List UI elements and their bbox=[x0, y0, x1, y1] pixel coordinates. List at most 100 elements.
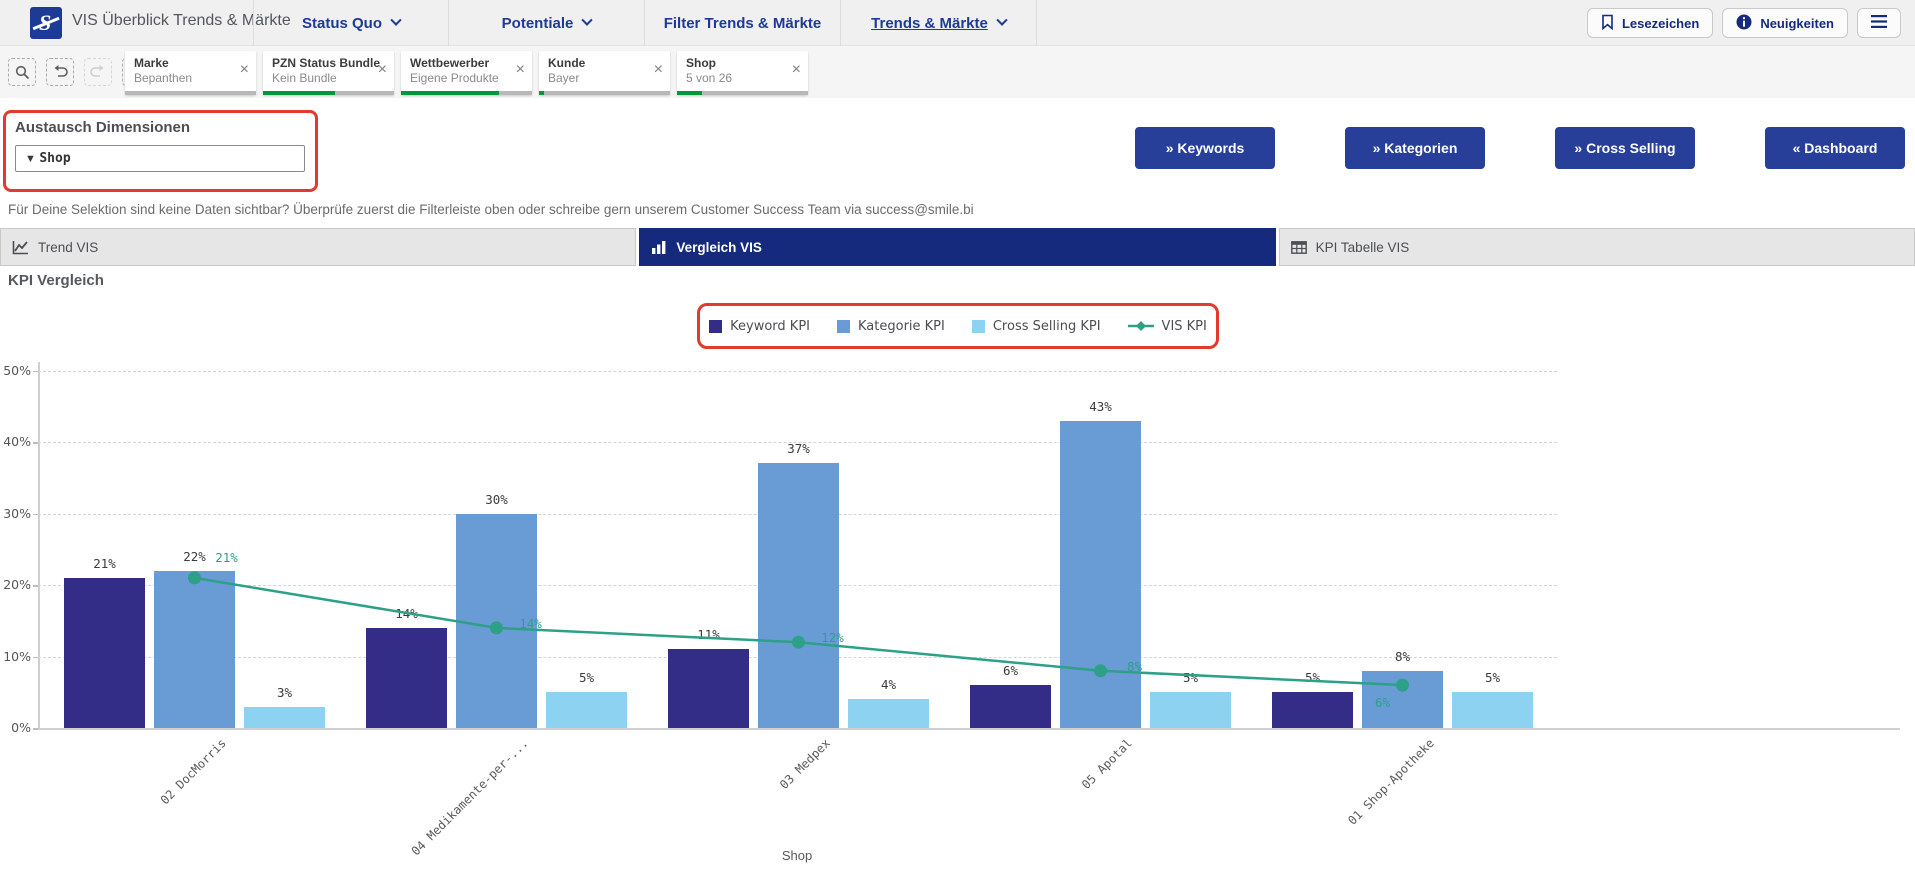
filter-value: 5 von 26 bbox=[686, 71, 733, 85]
x-axis-title: Shop bbox=[781, 848, 813, 863]
tab-kpi-tabelle-vis[interactable]: KPI Tabelle VIS bbox=[1278, 228, 1915, 266]
filter-chip-shop[interactable]: Shop 5 von 26 × bbox=[677, 51, 808, 95]
vis-kpi-value-label: 8% bbox=[1126, 658, 1143, 674]
view-tabs: Trend VIS Vergleich VIS KPI Tabelle VIS bbox=[0, 228, 1915, 266]
selection-bar: Marke Bepanthen × PZN Status Bundle Kein… bbox=[0, 46, 1915, 98]
vis-kpi-value-label: 12% bbox=[821, 630, 844, 646]
cross-selling-button[interactable]: » Cross Selling bbox=[1555, 127, 1695, 169]
y-tick-label: 30% bbox=[3, 505, 31, 521]
x-category-label-4[interactable]: 01 Shop-Apotheke bbox=[1344, 736, 1437, 828]
dashboard-button[interactable]: « Dashboard bbox=[1765, 127, 1905, 169]
close-icon[interactable]: × bbox=[239, 61, 249, 78]
close-icon[interactable]: × bbox=[515, 61, 525, 78]
close-icon[interactable]: × bbox=[791, 61, 801, 78]
line-chart-icon bbox=[12, 240, 29, 255]
gridline-50 bbox=[38, 370, 1557, 372]
value-label: 14% bbox=[395, 605, 418, 621]
filter-value: Bayer bbox=[548, 71, 580, 85]
kategorien-button[interactable]: » Kategorien bbox=[1345, 127, 1485, 169]
legend-item-keyword-kpi[interactable]: Keyword KPI bbox=[709, 319, 810, 334]
undo-tool[interactable] bbox=[46, 58, 74, 86]
selection-state-bar bbox=[539, 91, 670, 95]
close-icon[interactable]: × bbox=[653, 61, 663, 78]
bar-kategorie-kpi-2[interactable] bbox=[758, 463, 839, 728]
filter-chip-pzn-status-bundle[interactable]: PZN Status Bundle Kein Bundle × bbox=[263, 51, 394, 95]
table-icon bbox=[1290, 240, 1307, 254]
nav-item-status-quo[interactable]: Status Quo bbox=[253, 0, 449, 46]
bar-cross-selling-kpi-0[interactable] bbox=[244, 706, 325, 728]
kpi-comparison-chart: Keyword KPI Kategorie KPI Cross Selling … bbox=[0, 296, 1915, 876]
annotation-box-dimension-switcher: Austausch Dimensionen Shop ▼ bbox=[3, 110, 318, 192]
close-icon[interactable]: × bbox=[377, 61, 387, 78]
filter-value: Eigene Produkte bbox=[410, 71, 499, 85]
value-label: 11% bbox=[697, 627, 720, 643]
value-label: 4% bbox=[880, 677, 897, 693]
bar-kategorie-kpi-3[interactable] bbox=[1060, 420, 1141, 728]
y-tick-mark bbox=[33, 442, 38, 444]
color-swatch bbox=[837, 319, 850, 333]
menu-icon bbox=[1871, 15, 1887, 31]
tab-vergleich-vis[interactable]: Vergleich VIS bbox=[639, 228, 1276, 266]
value-label: 6% bbox=[1002, 663, 1019, 679]
x-axis-line bbox=[38, 728, 1900, 730]
x-category-label-0[interactable]: 02 DocMorris bbox=[157, 736, 229, 808]
smile-bi-logo: S bbox=[30, 7, 62, 39]
x-category-label-3[interactable]: 05 Apotal bbox=[1078, 736, 1135, 792]
legend-item-cross-selling-kpi[interactable]: Cross Selling KPI bbox=[971, 319, 1101, 334]
value-label: 30% bbox=[485, 491, 508, 507]
nav-item-trends-m-rkte[interactable]: Trends & Märkte bbox=[841, 0, 1037, 46]
legend-item-vis-kpi[interactable]: VIS KPI bbox=[1127, 319, 1207, 334]
bar-chart-icon bbox=[651, 240, 667, 254]
bar-keyword-kpi-2[interactable] bbox=[668, 649, 749, 728]
nav-item-potentiale[interactable]: Potentiale bbox=[449, 0, 645, 46]
filter-field: Marke bbox=[134, 56, 169, 70]
legend-item-kategorie-kpi[interactable]: Kategorie KPI bbox=[837, 319, 945, 334]
search-tool[interactable] bbox=[8, 58, 36, 86]
y-tick-mark bbox=[33, 728, 38, 730]
bar-keyword-kpi-4[interactable] bbox=[1272, 692, 1353, 728]
bar-cross-selling-kpi-2[interactable] bbox=[848, 699, 929, 728]
filter-field: Shop bbox=[686, 56, 716, 70]
y-tick-mark bbox=[33, 585, 38, 587]
vis-kpi-value-label: 21% bbox=[215, 549, 238, 565]
filter-chip-marke[interactable]: Marke Bepanthen × bbox=[125, 51, 256, 95]
y-tick-mark bbox=[33, 656, 38, 658]
header-actions: Lesezeichen Neuigkeiten bbox=[1586, 8, 1901, 38]
y-axis-line bbox=[38, 362, 40, 728]
dimension-select[interactable]: Shop ▼ bbox=[15, 145, 305, 172]
value-label: 5% bbox=[1182, 670, 1199, 686]
x-category-label-1[interactable]: 04 Medikamente-per-... bbox=[408, 736, 531, 859]
filter-chip-wettbewerber[interactable]: Wettbewerber Eigene Produkte × bbox=[401, 51, 532, 95]
vis-kpi-value-label: 6% bbox=[1374, 695, 1391, 711]
y-tick-label: 10% bbox=[3, 648, 31, 664]
bar-cross-selling-kpi-3[interactable] bbox=[1150, 692, 1231, 728]
x-category-label-2[interactable]: 03 Medpex bbox=[776, 736, 833, 792]
dimension-select-value: Shop bbox=[39, 151, 71, 166]
bar-keyword-kpi-1[interactable] bbox=[366, 627, 447, 728]
tab-trend-vis[interactable]: Trend VIS bbox=[0, 228, 637, 266]
bar-keyword-kpi-0[interactable] bbox=[64, 577, 145, 728]
bar-kategorie-kpi-0[interactable] bbox=[154, 570, 235, 728]
annotation-box-legend: Keyword KPI Kategorie KPI Cross Selling … bbox=[697, 303, 1219, 349]
lesezeichen-button[interactable]: Lesezeichen bbox=[1586, 8, 1714, 38]
y-tick-mark bbox=[33, 513, 38, 515]
keywords-button[interactable]: » Keywords bbox=[1135, 127, 1275, 169]
bar-cross-selling-kpi-1[interactable] bbox=[546, 692, 627, 728]
info-icon bbox=[1736, 14, 1752, 33]
no-data-notice: Für Deine Selektion sind keine Daten sic… bbox=[8, 202, 974, 217]
bar-cross-selling-kpi-4[interactable] bbox=[1452, 692, 1533, 728]
value-label: 37% bbox=[787, 441, 810, 457]
gridline-40 bbox=[38, 442, 1557, 443]
filter-chip-kunde[interactable]: Kunde Bayer × bbox=[539, 51, 670, 95]
neuigkeiten-button[interactable]: Neuigkeiten bbox=[1722, 8, 1848, 38]
nav-item-filter-trends-m-rkte[interactable]: Filter Trends & Märkte bbox=[645, 0, 841, 46]
value-label: 43% bbox=[1089, 398, 1112, 414]
sheet-nav: Status Quo Potentiale Filter Trends & Mä… bbox=[253, 0, 1037, 46]
menu-button[interactable] bbox=[1857, 8, 1901, 38]
selection-state-bar bbox=[263, 91, 394, 95]
bar-keyword-kpi-3[interactable] bbox=[970, 685, 1051, 728]
value-label: 21% bbox=[93, 555, 116, 571]
bookmark-icon bbox=[1601, 14, 1614, 33]
chevron-down-icon bbox=[390, 14, 402, 26]
